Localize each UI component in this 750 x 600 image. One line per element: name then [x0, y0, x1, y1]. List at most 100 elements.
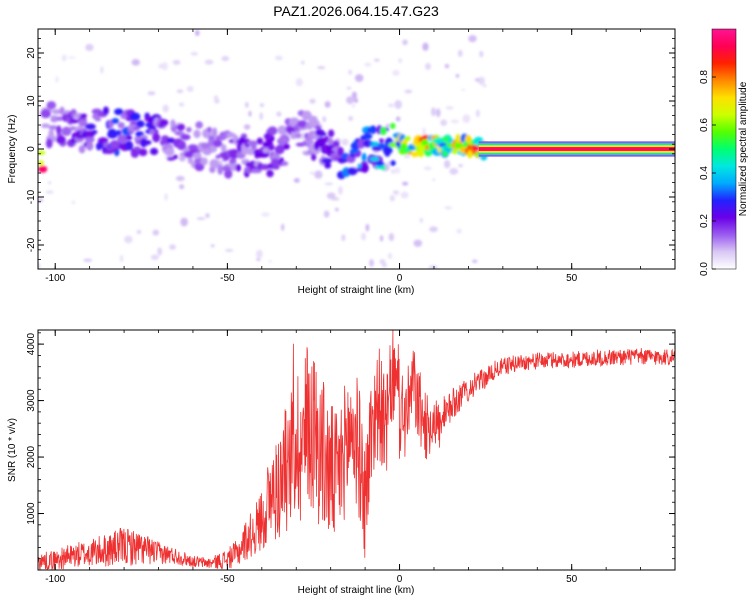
- ridge-blob: [124, 140, 134, 151]
- noise-blob: [422, 127, 426, 136]
- snr-ylabel: SNR (10 * v/v): [7, 418, 18, 482]
- noise-blob: [210, 244, 215, 248]
- noise-blob: [361, 232, 367, 241]
- ridge-blob: [327, 137, 334, 146]
- ridge-blob: [45, 138, 53, 149]
- ridge-blob: [129, 112, 141, 121]
- noise-blob: [338, 186, 343, 195]
- noise-blob: [131, 59, 140, 66]
- noise-blob: [162, 104, 169, 113]
- noise-blob: [478, 76, 486, 86]
- ridge-blob: [235, 163, 242, 172]
- noise-blob: [136, 229, 142, 235]
- ridge-blob: [136, 120, 145, 128]
- ridge-blob: [238, 137, 246, 143]
- noise-blob: [395, 116, 401, 122]
- ridge-blob: [455, 133, 461, 143]
- y-tick-label: -20: [26, 237, 37, 252]
- ridge-blob: [91, 130, 98, 135]
- ridge-blob: [107, 128, 117, 137]
- noise-blob: [147, 91, 156, 96]
- ridge-blob: [48, 125, 58, 130]
- noise-blob: [404, 89, 413, 94]
- ridge-blob: [69, 126, 77, 131]
- ridge-blob: [78, 119, 88, 127]
- noise-blob: [169, 244, 176, 250]
- ridge-blob: [411, 151, 419, 158]
- ridge-blob: [79, 113, 88, 118]
- noise-blob: [164, 193, 168, 201]
- noise-blob: [365, 223, 370, 232]
- noise-blob: [391, 168, 396, 175]
- y-tick-label: 10: [26, 95, 37, 107]
- ridge-blob: [152, 132, 161, 143]
- ridge-blob: [149, 129, 156, 136]
- noise-blob: [431, 107, 436, 117]
- ridge-blob: [140, 137, 148, 148]
- noise-blob: [347, 69, 353, 75]
- noise-blob: [150, 254, 159, 261]
- x-tick-label: -100: [45, 574, 65, 585]
- noise-blob: [369, 259, 374, 267]
- noise-blob: [445, 106, 454, 110]
- colorbar-tick-label: 0.4: [699, 166, 710, 180]
- ridge-blob: [390, 160, 396, 167]
- noise-blob: [413, 239, 423, 247]
- noise-blob: [295, 78, 303, 87]
- noise-blob: [422, 42, 429, 51]
- noise-blob: [204, 59, 214, 65]
- ridge-blob: [250, 140, 257, 150]
- noise-blob: [256, 249, 263, 259]
- ridge-blob: [50, 117, 58, 123]
- ridge-blob: [48, 129, 55, 137]
- noise-blob: [45, 190, 54, 194]
- noise-blob: [244, 101, 249, 108]
- ridge-blob: [68, 119, 80, 124]
- ridge-blob: [61, 126, 72, 136]
- noise-blob: [440, 119, 448, 126]
- ridge-blob: [383, 146, 391, 157]
- colorbar-tick-label: 0.8: [699, 70, 710, 84]
- x-tick-label: 0: [397, 574, 403, 585]
- noise-blob: [461, 88, 465, 92]
- noise-blob: [67, 56, 76, 59]
- noise-blob: [444, 64, 450, 69]
- ridge-blob: [172, 154, 179, 160]
- noise-blob: [400, 191, 409, 199]
- noise-blob: [221, 55, 230, 62]
- x-tick-label: 0: [397, 273, 403, 284]
- ridge-blob: [380, 126, 387, 136]
- ridge-blob: [149, 147, 159, 156]
- ridge-blob: [94, 117, 102, 122]
- snr-ticks: -100 -50 0 50 1000 2000 3000 4000: [26, 330, 676, 585]
- noise-blob: [372, 150, 379, 153]
- x-tick-label: -50: [220, 574, 235, 585]
- noise-blob: [268, 260, 273, 263]
- ridge-blob: [222, 165, 231, 172]
- noise-blob: [261, 212, 270, 217]
- colorbar: 0.0 0.2 0.4 0.6 0.8 Normalized spectral ampl…: [699, 28, 749, 276]
- noise-blob: [353, 97, 359, 104]
- chart-title: PAZ1.2026.064.15.47.G23: [273, 3, 439, 19]
- snr-panel: -100 -50 0 50 1000 2000 3000 4000 Height of str…: [7, 329, 676, 596]
- ridge-blob: [117, 134, 128, 144]
- ridge-blob: [46, 101, 57, 110]
- noise-blob: [351, 91, 357, 99]
- noise-blob: [38, 263, 41, 269]
- ridge-blob: [195, 121, 203, 129]
- ridge-blob: [421, 134, 428, 141]
- ridge-blob: [185, 126, 192, 133]
- ridge-blob: [40, 109, 51, 119]
- ridge-blob: [315, 131, 327, 137]
- ridge-blob: [159, 119, 169, 126]
- noise-blob: [346, 96, 355, 105]
- ridge-blob: [166, 137, 176, 144]
- noise-blob: [205, 213, 210, 218]
- noise-blob: [293, 178, 300, 183]
- ridge-blob: [404, 136, 411, 142]
- noise-blob: [158, 63, 165, 69]
- ridge-blob: [361, 152, 367, 162]
- noise-blob: [429, 226, 438, 233]
- noise-blob: [382, 262, 387, 268]
